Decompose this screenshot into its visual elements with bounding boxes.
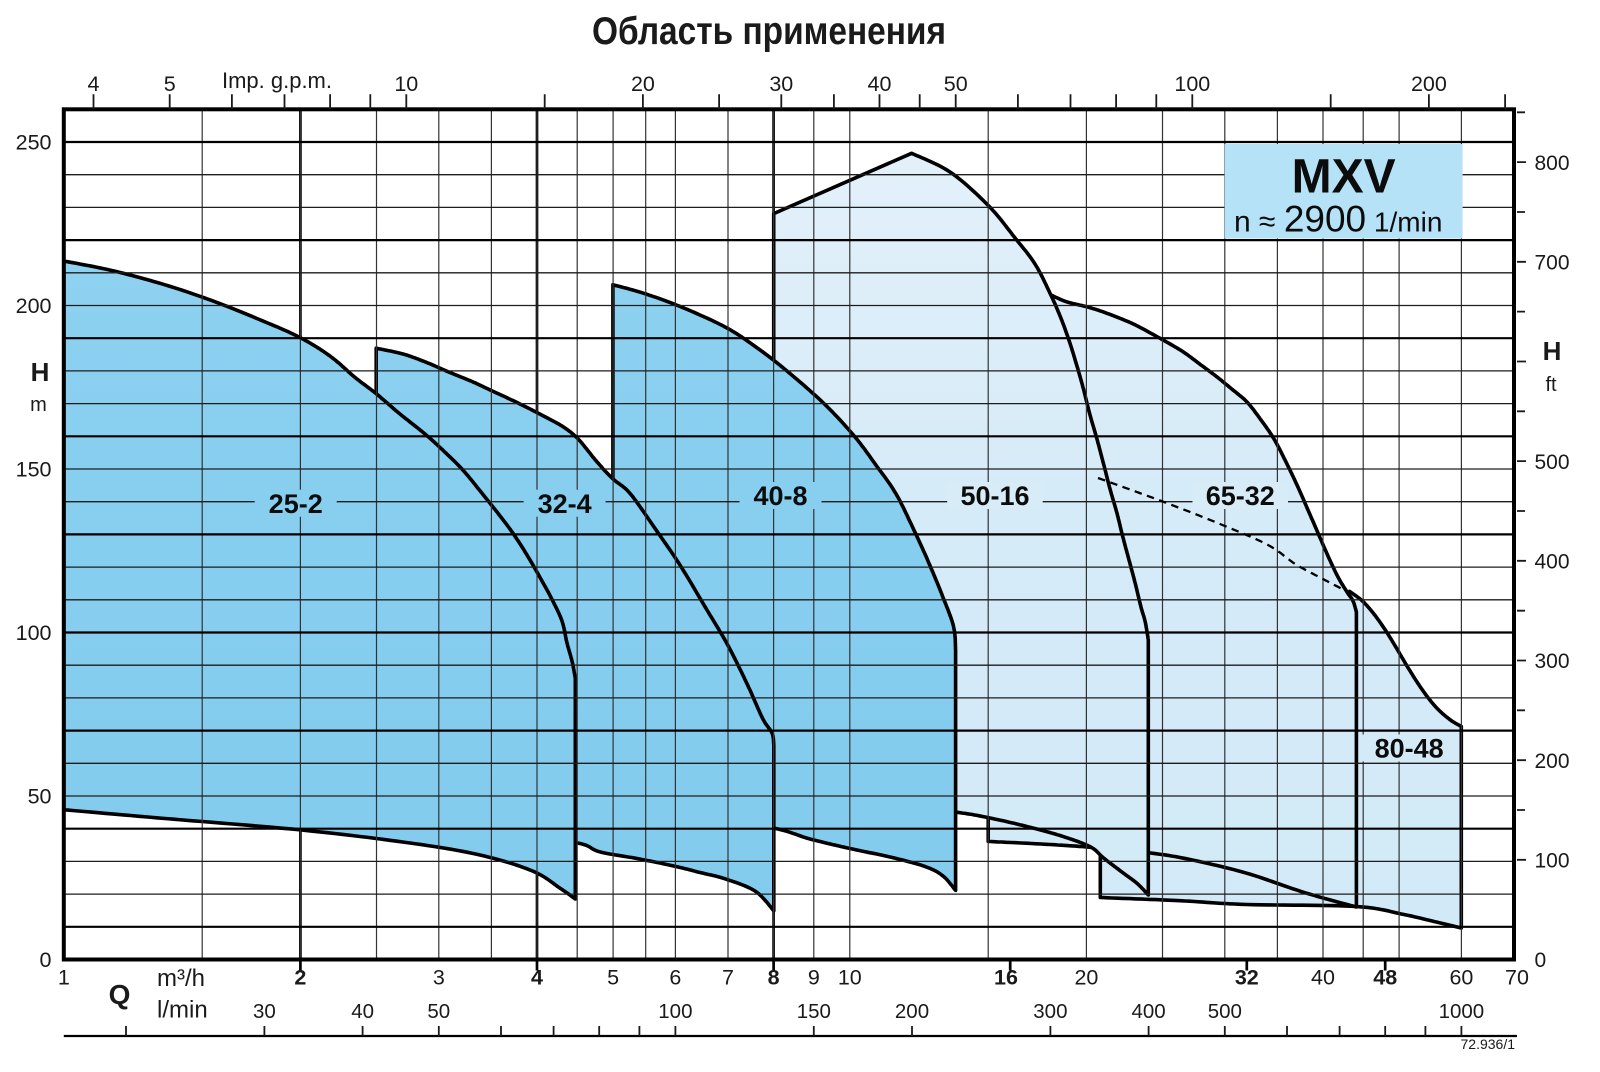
svg-text:200: 200 (16, 294, 52, 318)
svg-text:300: 300 (1033, 1000, 1067, 1023)
svg-text:2: 2 (294, 966, 306, 990)
svg-text:16: 16 (994, 966, 1018, 990)
svg-text:6: 6 (669, 966, 681, 990)
svg-text:40: 40 (868, 72, 892, 96)
svg-text:20: 20 (1074, 966, 1098, 990)
svg-text:25-2: 25-2 (269, 489, 323, 519)
svg-text:32-4: 32-4 (538, 489, 592, 519)
svg-text:5: 5 (607, 966, 619, 990)
svg-text:200: 200 (1535, 750, 1570, 773)
svg-text:150: 150 (16, 458, 52, 482)
svg-text:Imp. g.p.m.: Imp. g.p.m. (222, 68, 332, 93)
svg-text:1: 1 (58, 966, 70, 990)
svg-text:400: 400 (1131, 1000, 1165, 1023)
svg-text:40-8: 40-8 (753, 481, 807, 511)
svg-text:8: 8 (768, 966, 780, 990)
svg-text:MXV: MXV (1292, 151, 1396, 204)
svg-text:ft: ft (1545, 374, 1557, 396)
svg-text:Область применения: Область применения (592, 10, 946, 53)
svg-text:0: 0 (40, 948, 52, 972)
svg-text:4: 4 (531, 966, 543, 990)
svg-text:100: 100 (658, 1000, 692, 1023)
svg-text:400: 400 (1535, 551, 1570, 574)
svg-text:50-16: 50-16 (960, 481, 1029, 511)
svg-text:5: 5 (164, 72, 176, 96)
svg-text:60: 60 (1449, 966, 1473, 990)
svg-text:100: 100 (1174, 72, 1210, 96)
svg-text:200: 200 (1411, 72, 1447, 96)
svg-text:10: 10 (394, 72, 418, 96)
svg-text:H: H (31, 357, 50, 387)
svg-text:50: 50 (427, 1000, 450, 1023)
svg-text:500: 500 (1535, 451, 1570, 474)
svg-text:40: 40 (1311, 966, 1335, 990)
svg-text:500: 500 (1208, 1000, 1242, 1023)
svg-text:l/min: l/min (157, 997, 208, 1024)
svg-text:72.936/1: 72.936/1 (1461, 1036, 1516, 1052)
svg-text:7: 7 (722, 966, 734, 990)
svg-text:10: 10 (838, 966, 862, 990)
svg-text:m: m (30, 394, 47, 416)
svg-text:3: 3 (433, 966, 445, 990)
svg-text:H: H (1543, 336, 1562, 366)
svg-text:300: 300 (1535, 650, 1570, 673)
svg-text:80-48: 80-48 (1375, 734, 1444, 764)
svg-text:30: 30 (253, 1000, 276, 1023)
svg-text:32: 32 (1235, 966, 1259, 990)
svg-text:800: 800 (1535, 152, 1570, 175)
svg-text:Q: Q (109, 979, 131, 1010)
svg-text:m³/h: m³/h (157, 965, 205, 992)
svg-text:50: 50 (28, 785, 52, 809)
svg-text:9: 9 (808, 966, 820, 990)
svg-text:100: 100 (16, 621, 52, 645)
svg-text:4: 4 (88, 72, 100, 96)
svg-text:100: 100 (1535, 850, 1570, 873)
svg-text:150: 150 (797, 1000, 831, 1023)
svg-text:30: 30 (769, 72, 793, 96)
svg-text:50: 50 (944, 72, 968, 96)
svg-text:700: 700 (1535, 252, 1570, 275)
svg-text:40: 40 (351, 1000, 374, 1023)
svg-text:250: 250 (16, 131, 52, 155)
svg-text:20: 20 (631, 72, 655, 96)
svg-text:200: 200 (895, 1000, 929, 1023)
svg-text:1000: 1000 (1439, 1000, 1485, 1023)
svg-text:70: 70 (1505, 966, 1529, 990)
svg-text:48: 48 (1373, 966, 1397, 990)
svg-text:0: 0 (1535, 949, 1547, 972)
svg-text:65-32: 65-32 (1206, 481, 1275, 511)
